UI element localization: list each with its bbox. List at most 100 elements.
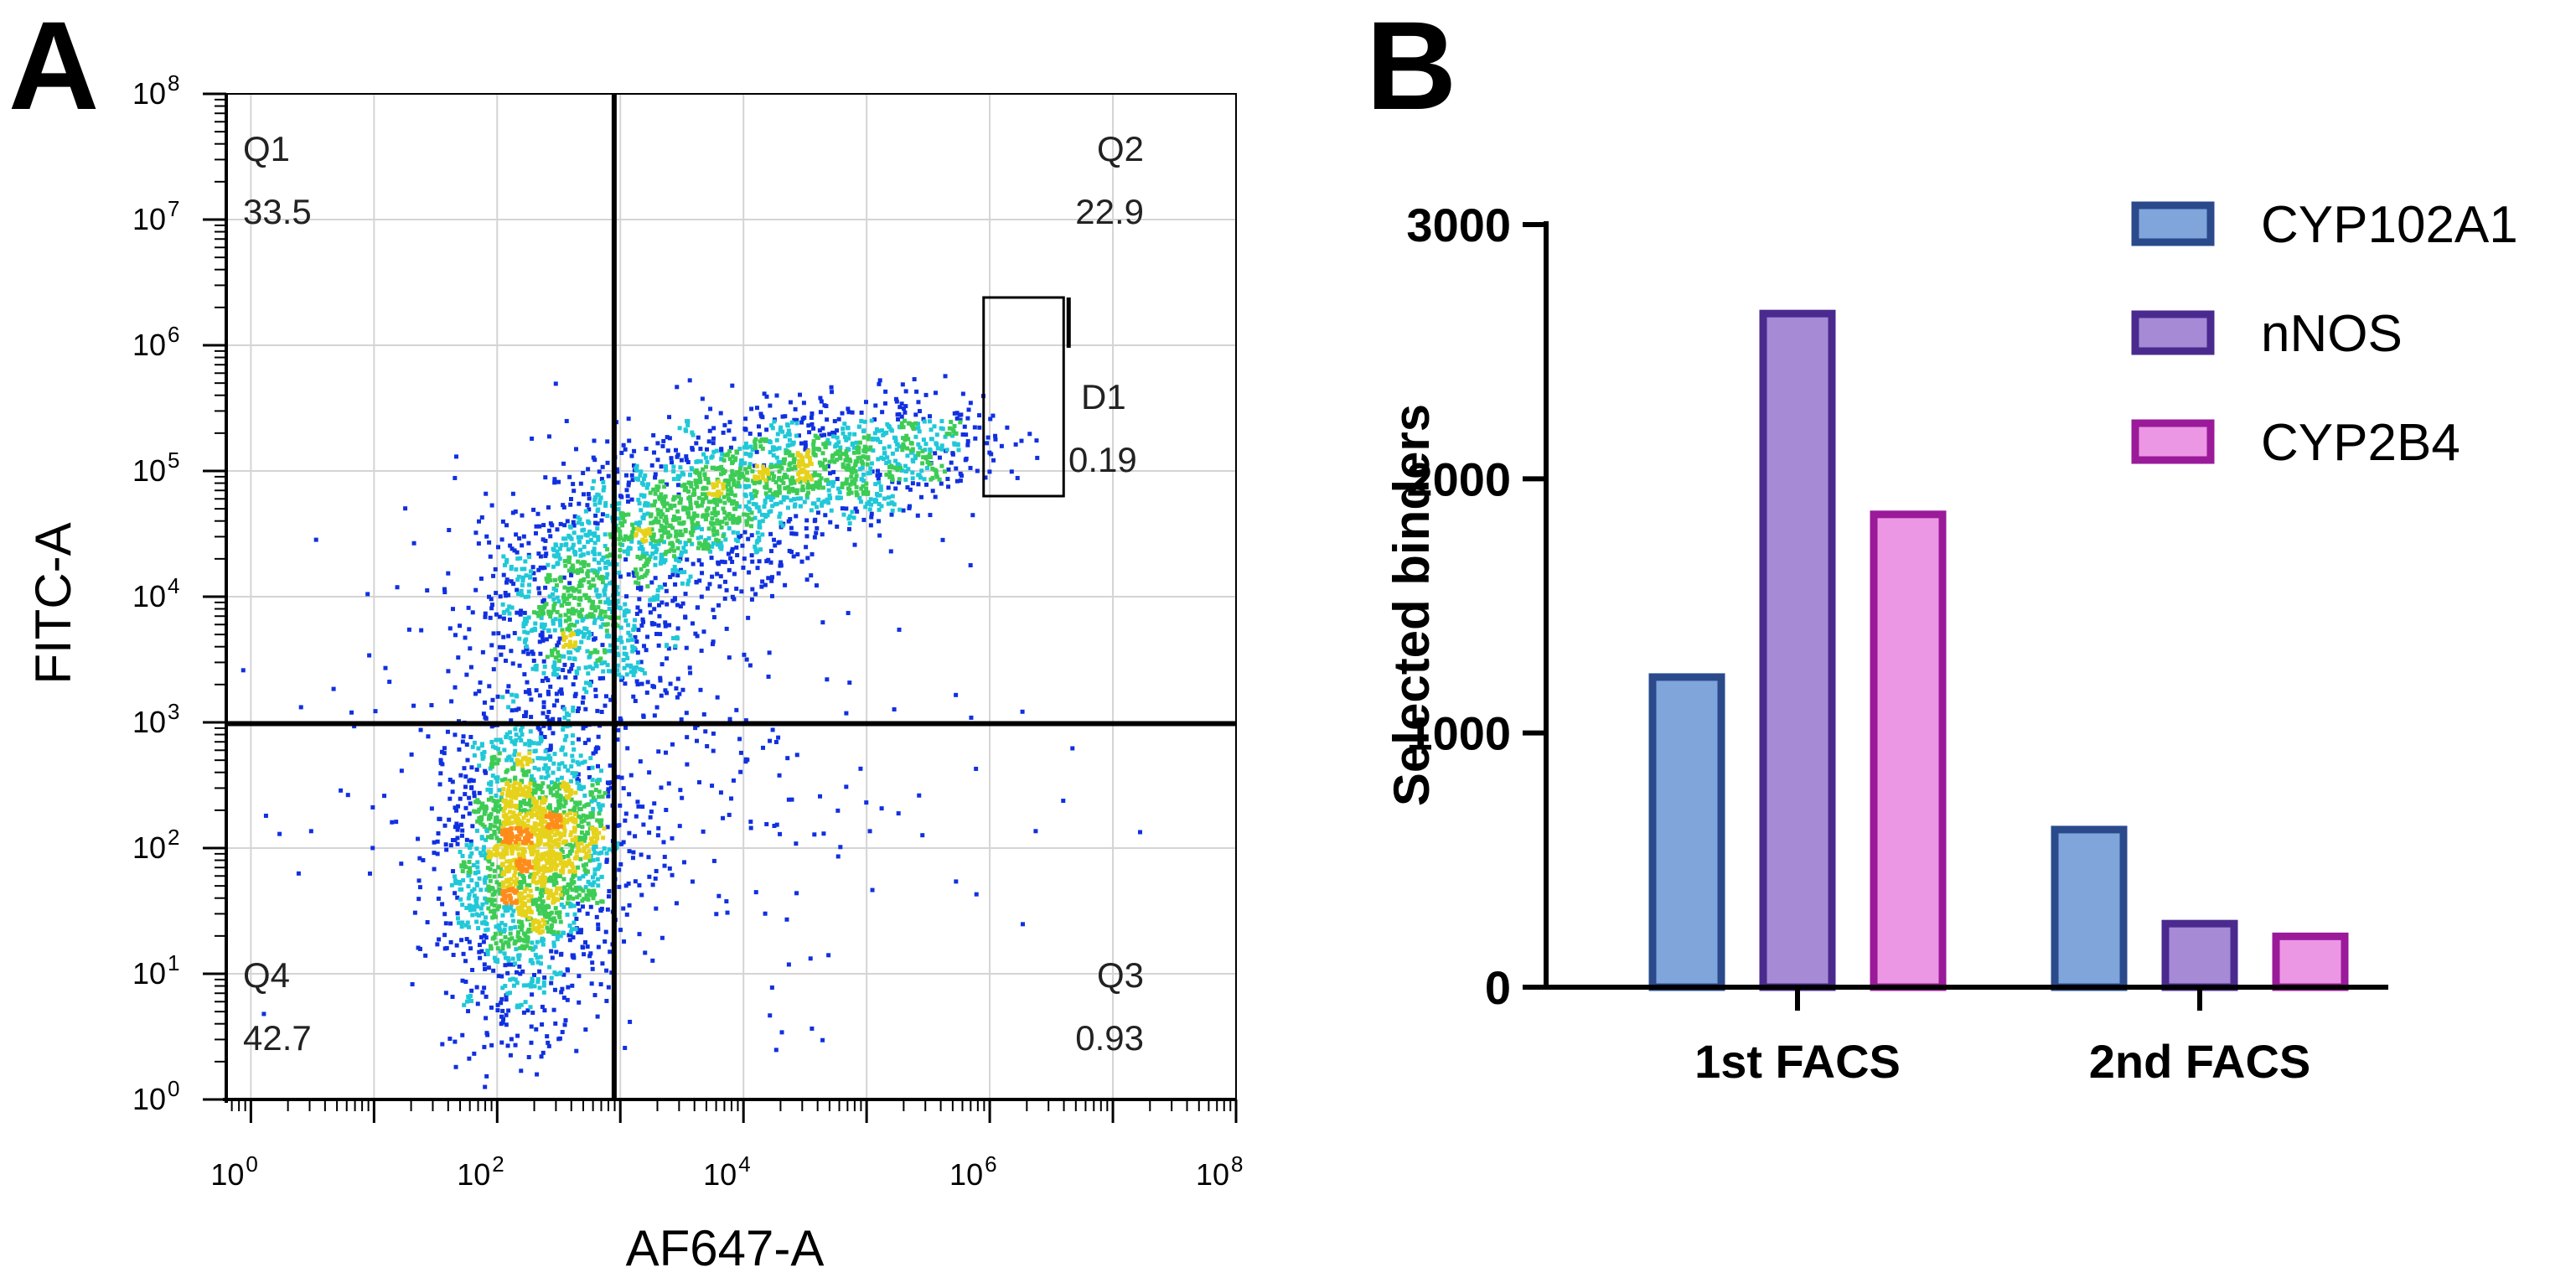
event-dot [890, 451, 895, 456]
event-dot [694, 482, 699, 487]
event-dot [588, 811, 593, 816]
event-dot [670, 572, 675, 577]
event-dot [566, 858, 572, 863]
event-dot [606, 597, 611, 602]
event-dot [712, 510, 717, 515]
event-dot [607, 649, 612, 654]
event-dot [920, 833, 925, 838]
event-dot [628, 1019, 633, 1024]
event-dot [544, 857, 549, 862]
event-dot [572, 595, 577, 600]
event-dot [590, 606, 595, 611]
event-dot [509, 649, 514, 654]
event-dot [621, 442, 626, 447]
event-dot [592, 438, 597, 443]
event-dot [829, 508, 834, 513]
event-dot [582, 804, 587, 809]
event-dot [529, 715, 534, 720]
event-dot [566, 547, 571, 552]
event-dot [714, 529, 719, 534]
event-dot [541, 918, 546, 923]
event-dot [500, 1008, 505, 1013]
event-dot [711, 465, 716, 470]
event-dot [810, 551, 815, 556]
event-dot [917, 429, 922, 434]
event-dot [753, 547, 758, 552]
event-dot [530, 666, 535, 671]
event-dot [548, 806, 553, 811]
event-dot [546, 773, 551, 779]
event-dot [811, 426, 816, 431]
event-dot [513, 890, 518, 895]
event-dot [625, 638, 630, 643]
event-dot [918, 475, 923, 480]
event-dot [576, 865, 581, 870]
event-dot [575, 648, 580, 653]
event-dot [597, 498, 603, 503]
event-dot [825, 482, 830, 487]
event-dot [517, 782, 522, 787]
event-dot [476, 926, 481, 931]
event-dot [494, 815, 499, 820]
event-dot [543, 914, 548, 919]
event-dot [846, 436, 851, 441]
event-dot [684, 428, 689, 433]
event-dot [541, 781, 546, 786]
event-dot [535, 929, 540, 934]
event-dot [593, 747, 598, 752]
event-dot [644, 691, 649, 696]
event-dot [853, 463, 858, 468]
event-dot [969, 715, 974, 720]
event-dot [616, 653, 621, 658]
event-dot [667, 866, 672, 871]
event-dot [823, 445, 828, 450]
event-dot [955, 442, 960, 447]
event-dot [607, 847, 612, 852]
panel-label-b: B [1366, 0, 1456, 136]
event-dot [587, 766, 592, 771]
event-dot [509, 826, 514, 831]
event-dot [645, 584, 650, 589]
event-dot [578, 930, 583, 935]
event-dot [641, 494, 646, 499]
event-dot [471, 904, 476, 909]
event-dot [636, 628, 641, 633]
event-dot [501, 554, 506, 559]
event-dot [522, 610, 527, 615]
event-dot [550, 930, 555, 935]
event-dot [586, 888, 591, 893]
event-dot [838, 845, 843, 850]
event-dot [674, 534, 679, 539]
event-dot [504, 1022, 509, 1027]
event-dot [605, 514, 610, 519]
event-dot [481, 848, 486, 853]
event-dot [593, 661, 598, 666]
event-dot [421, 857, 426, 862]
event-dot [585, 571, 590, 576]
event-dot [546, 831, 551, 836]
event-dot [576, 930, 581, 935]
event-dot [593, 513, 598, 518]
event-dot [453, 825, 458, 830]
event-dot [835, 458, 840, 463]
event-dot [801, 462, 806, 467]
event-dot [453, 685, 458, 690]
event-dot [826, 488, 831, 493]
event-dot [916, 442, 921, 447]
event-dot [529, 804, 534, 809]
event-dot [551, 665, 556, 670]
event-dot [485, 1032, 490, 1037]
event-dot [473, 530, 478, 535]
event-dot [515, 814, 520, 819]
event-dot [497, 882, 502, 887]
event-dot [596, 883, 601, 888]
event-dot [455, 836, 460, 841]
event-dot [636, 804, 641, 809]
event-dot [512, 879, 517, 884]
event-dot [630, 478, 635, 483]
event-dot [706, 506, 711, 511]
event-dot [586, 737, 591, 742]
event-dot [837, 448, 842, 453]
event-dot [585, 503, 590, 508]
event-dot [705, 512, 710, 517]
